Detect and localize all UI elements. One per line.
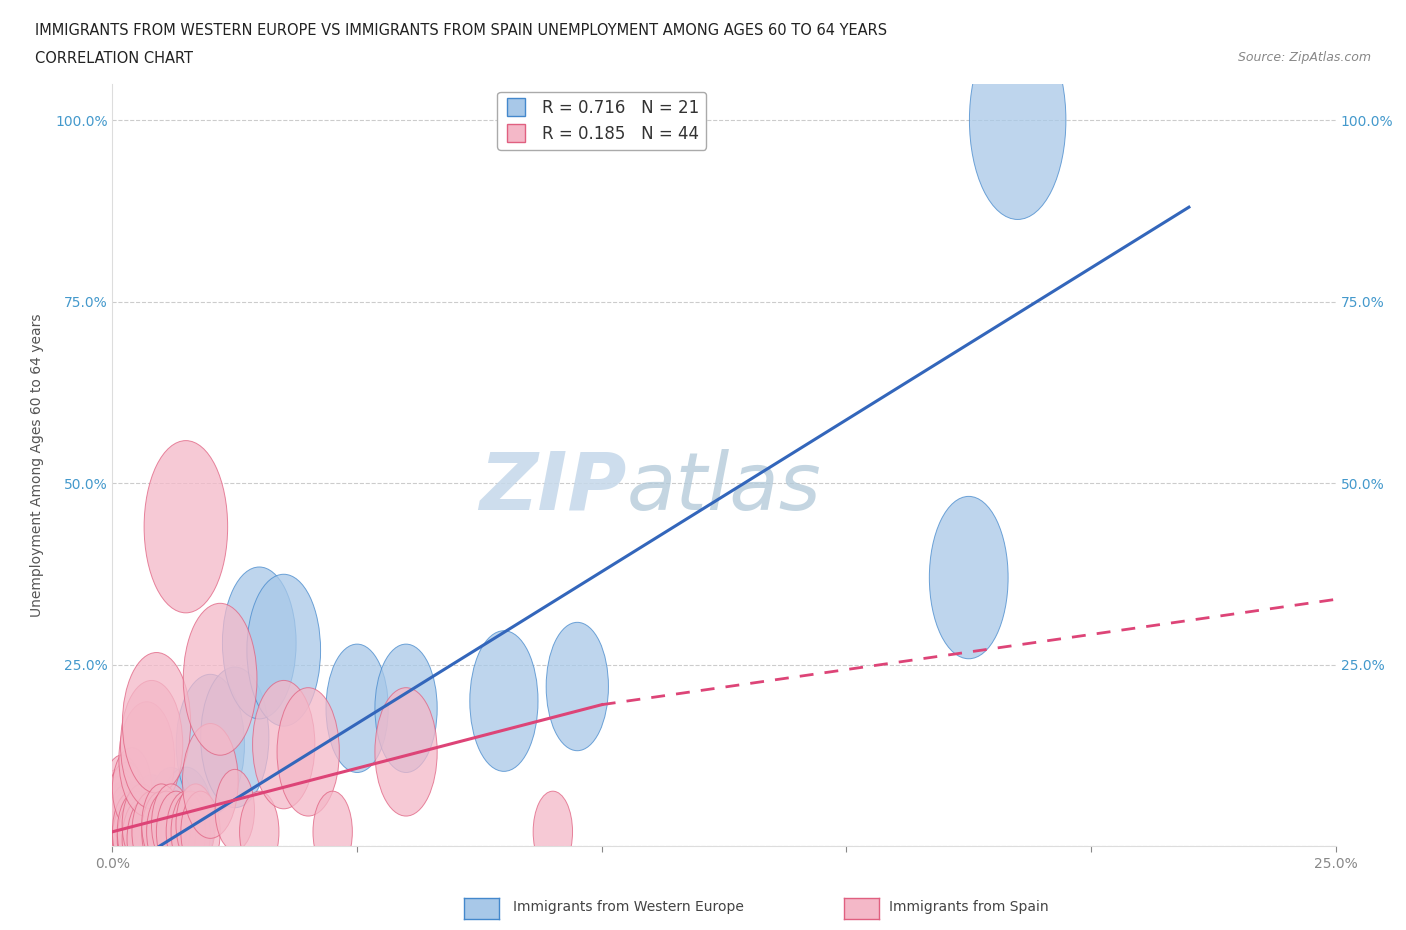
- Ellipse shape: [127, 799, 166, 880]
- Ellipse shape: [108, 782, 156, 882]
- Ellipse shape: [103, 790, 152, 889]
- Ellipse shape: [166, 791, 205, 872]
- Ellipse shape: [98, 782, 146, 882]
- Ellipse shape: [222, 567, 297, 719]
- Ellipse shape: [533, 791, 572, 872]
- Ellipse shape: [201, 667, 269, 807]
- Ellipse shape: [247, 574, 321, 726]
- Ellipse shape: [172, 791, 211, 872]
- Ellipse shape: [253, 681, 315, 809]
- Ellipse shape: [122, 653, 191, 793]
- Ellipse shape: [546, 622, 609, 751]
- Ellipse shape: [97, 777, 136, 857]
- Ellipse shape: [152, 784, 191, 865]
- Ellipse shape: [118, 782, 166, 882]
- Ellipse shape: [122, 784, 162, 865]
- Ellipse shape: [215, 769, 254, 851]
- Ellipse shape: [112, 790, 162, 889]
- Ellipse shape: [157, 767, 214, 882]
- Ellipse shape: [107, 799, 146, 880]
- Ellipse shape: [112, 748, 152, 829]
- Ellipse shape: [138, 782, 186, 882]
- Ellipse shape: [93, 790, 142, 889]
- Ellipse shape: [929, 497, 1008, 658]
- Ellipse shape: [103, 755, 142, 836]
- Legend: R = 0.716   N = 21, R = 0.185   N = 44: R = 0.716 N = 21, R = 0.185 N = 44: [498, 92, 706, 150]
- Ellipse shape: [176, 674, 245, 815]
- Ellipse shape: [314, 791, 353, 872]
- Ellipse shape: [183, 604, 257, 755]
- Ellipse shape: [969, 20, 1066, 219]
- Ellipse shape: [103, 791, 142, 872]
- Ellipse shape: [107, 784, 146, 865]
- Y-axis label: Unemployment Among Ages 60 to 64 years: Unemployment Among Ages 60 to 64 years: [30, 313, 44, 617]
- Ellipse shape: [148, 767, 195, 867]
- Text: Immigrants from Spain: Immigrants from Spain: [889, 899, 1049, 914]
- Text: atlas: atlas: [626, 449, 821, 527]
- Ellipse shape: [375, 644, 437, 773]
- Ellipse shape: [103, 769, 142, 851]
- Text: Source: ZipAtlas.com: Source: ZipAtlas.com: [1237, 51, 1371, 64]
- Ellipse shape: [132, 791, 172, 872]
- Ellipse shape: [107, 791, 146, 872]
- Ellipse shape: [128, 775, 176, 874]
- Ellipse shape: [121, 681, 183, 809]
- Ellipse shape: [122, 799, 162, 880]
- Text: CORRELATION CHART: CORRELATION CHART: [35, 51, 193, 66]
- Ellipse shape: [239, 791, 278, 872]
- Ellipse shape: [112, 791, 152, 872]
- Ellipse shape: [176, 784, 215, 865]
- Ellipse shape: [112, 799, 152, 880]
- Ellipse shape: [156, 791, 195, 872]
- Ellipse shape: [183, 724, 238, 838]
- Ellipse shape: [120, 702, 174, 817]
- Ellipse shape: [122, 782, 172, 882]
- Text: IMMIGRANTS FROM WESTERN EUROPE VS IMMIGRANTS FROM SPAIN UNEMPLOYMENT AMONG AGES : IMMIGRANTS FROM WESTERN EUROPE VS IMMIGR…: [35, 23, 887, 38]
- Ellipse shape: [103, 799, 142, 880]
- Ellipse shape: [142, 791, 181, 872]
- Ellipse shape: [181, 791, 221, 872]
- Ellipse shape: [107, 762, 146, 844]
- Ellipse shape: [142, 784, 181, 865]
- Ellipse shape: [97, 784, 136, 865]
- Ellipse shape: [146, 791, 186, 872]
- Ellipse shape: [326, 644, 388, 773]
- Ellipse shape: [143, 441, 228, 613]
- Ellipse shape: [103, 784, 142, 865]
- Ellipse shape: [117, 791, 156, 872]
- Ellipse shape: [117, 799, 156, 880]
- Ellipse shape: [470, 631, 538, 771]
- Text: Immigrants from Western Europe: Immigrants from Western Europe: [513, 899, 744, 914]
- Ellipse shape: [97, 769, 136, 851]
- Ellipse shape: [375, 687, 437, 817]
- Ellipse shape: [277, 687, 339, 817]
- Text: ZIP: ZIP: [479, 449, 626, 527]
- Ellipse shape: [97, 791, 136, 872]
